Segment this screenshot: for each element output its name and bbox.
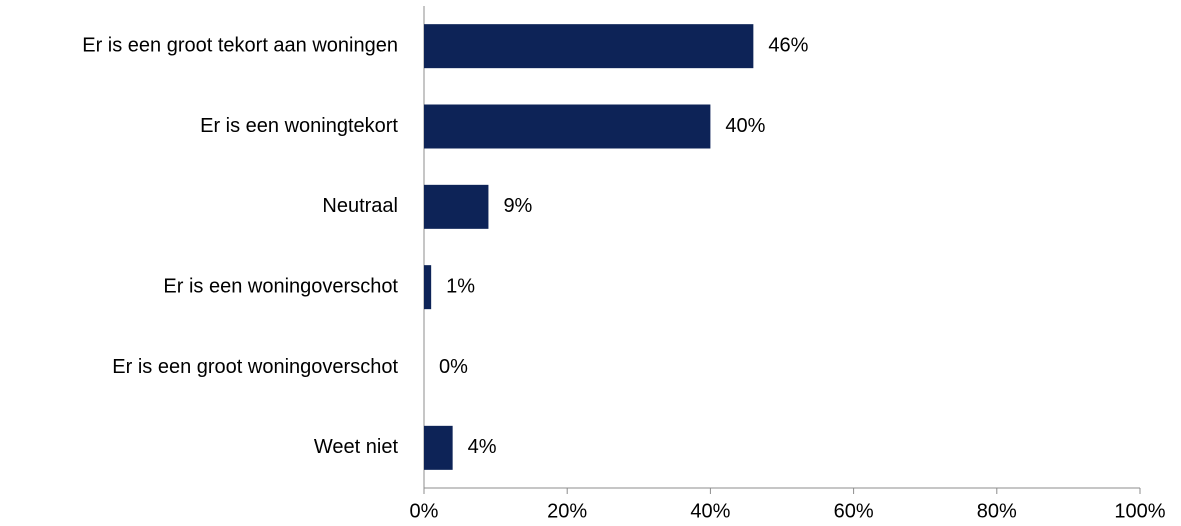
bar — [424, 104, 711, 149]
value-label: 4% — [468, 436, 497, 458]
value-label: 1% — [446, 275, 475, 297]
bar — [424, 265, 432, 310]
x-tick-label: 20% — [547, 500, 587, 522]
y-tick-label: Weet niet — [314, 436, 399, 458]
bar — [424, 425, 453, 470]
x-tick-label: 100% — [1114, 500, 1165, 522]
bar — [424, 184, 489, 229]
x-tick-label: 0% — [410, 500, 439, 522]
bar — [424, 24, 754, 69]
y-tick-label: Neutraal — [322, 195, 398, 217]
x-tick-label: 60% — [834, 500, 874, 522]
y-tick-label: Er is een groot tekort aan woningen — [82, 34, 398, 56]
value-label: 9% — [503, 195, 532, 217]
y-tick-label: Er is een woningtekort — [200, 115, 398, 137]
value-label: 46% — [768, 34, 808, 56]
value-label: 40% — [725, 115, 765, 137]
y-tick-label: Er is een woningoverschot — [163, 275, 398, 297]
x-tick-label: 40% — [690, 500, 730, 522]
x-tick-label: 80% — [977, 500, 1017, 522]
value-label: 0% — [439, 356, 468, 378]
y-tick-label: Er is een groot woningoverschot — [112, 356, 398, 378]
